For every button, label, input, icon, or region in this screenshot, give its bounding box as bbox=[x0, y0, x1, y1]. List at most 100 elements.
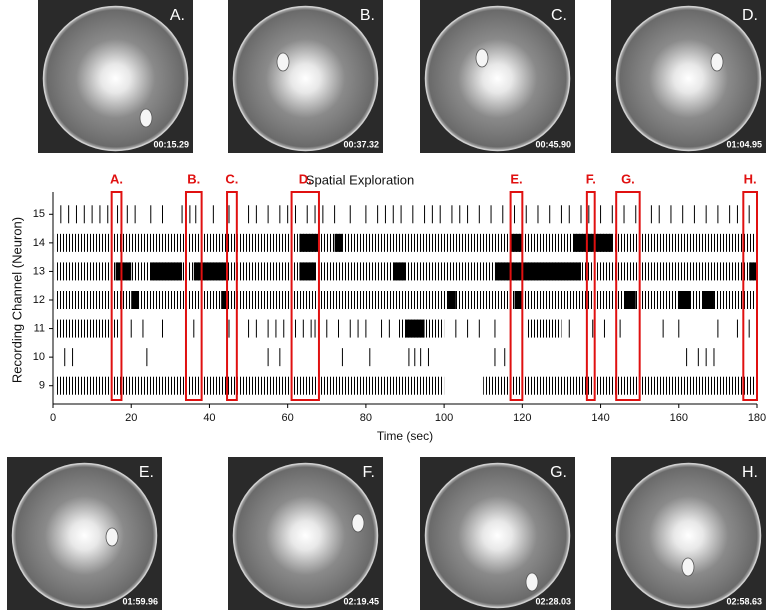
x-tick-label: 140 bbox=[591, 412, 609, 424]
window-label: H. bbox=[744, 171, 757, 186]
x-axis-label: Time (sec) bbox=[377, 429, 433, 443]
burst bbox=[510, 233, 523, 252]
spike-train bbox=[54, 291, 757, 309]
arena bbox=[232, 5, 379, 152]
window-label: D. bbox=[299, 171, 312, 186]
y-tick-label: 10 bbox=[33, 351, 45, 363]
y-tick-label: 13 bbox=[33, 265, 45, 277]
time-window bbox=[110, 191, 123, 401]
frame-timestamp: 02:58.63 bbox=[726, 596, 762, 606]
burst bbox=[573, 233, 613, 252]
y-tick-label: 14 bbox=[33, 237, 45, 249]
mouse bbox=[525, 572, 539, 592]
mouse bbox=[475, 48, 489, 68]
burst bbox=[405, 319, 425, 338]
frame-timestamp: 01:04.95 bbox=[726, 139, 762, 149]
spike-train bbox=[54, 233, 757, 252]
x-tick-label: 0 bbox=[50, 412, 56, 424]
arena bbox=[11, 462, 158, 609]
video-frame: A. 00:15.29 bbox=[38, 0, 193, 153]
time-window bbox=[184, 191, 203, 401]
burst bbox=[678, 291, 691, 309]
burst bbox=[115, 262, 132, 281]
frame-label: F. bbox=[363, 464, 375, 481]
window-label: F. bbox=[586, 171, 596, 186]
time-window bbox=[615, 191, 641, 401]
x-tick-label: 20 bbox=[125, 412, 137, 424]
arena bbox=[615, 462, 762, 609]
arena bbox=[232, 462, 379, 609]
y-tick-label: 11 bbox=[34, 322, 45, 334]
spike-train bbox=[526, 319, 562, 338]
arena bbox=[615, 5, 762, 152]
window-label: A. bbox=[110, 171, 123, 186]
frame-timestamp: 00:45.90 bbox=[535, 139, 571, 149]
mouse bbox=[710, 52, 724, 72]
window-label: E. bbox=[510, 171, 522, 186]
x-tick-label: 40 bbox=[203, 412, 215, 424]
spike-train bbox=[54, 319, 120, 338]
y-tick-label: 12 bbox=[33, 294, 45, 306]
burst bbox=[448, 291, 456, 309]
frame-label: E. bbox=[139, 464, 154, 481]
frame-label: C. bbox=[551, 7, 567, 24]
burst bbox=[514, 291, 523, 309]
video-frame: D. 01:04.95 bbox=[611, 0, 766, 153]
video-frame: B. 00:37.32 bbox=[228, 0, 383, 153]
mouse bbox=[681, 557, 695, 577]
burst bbox=[150, 262, 183, 281]
video-frame: G. 02:28.03 bbox=[420, 457, 575, 610]
burst bbox=[494, 262, 581, 281]
frame-timestamp: 01:59.96 bbox=[122, 596, 158, 606]
burst bbox=[193, 262, 226, 281]
burst bbox=[299, 233, 319, 252]
frame-label: B. bbox=[360, 7, 375, 24]
x-tick-label: 160 bbox=[670, 412, 688, 424]
spike-train bbox=[54, 262, 757, 281]
arena bbox=[424, 462, 571, 609]
spike-train bbox=[54, 376, 445, 395]
window-label: C. bbox=[225, 171, 238, 186]
time-window bbox=[585, 191, 596, 401]
mouse bbox=[351, 513, 365, 533]
frame-label: D. bbox=[742, 7, 758, 24]
x-tick-label: 80 bbox=[360, 412, 372, 424]
burst bbox=[749, 262, 757, 281]
mouse bbox=[105, 527, 119, 547]
burst bbox=[299, 262, 316, 281]
video-frame: C. 00:45.90 bbox=[420, 0, 575, 153]
window-label: G. bbox=[621, 171, 635, 186]
spike-train bbox=[483, 376, 757, 395]
y-tick-label: 15 bbox=[33, 208, 45, 220]
video-frame: F. 02:19.45 bbox=[228, 457, 383, 610]
burst bbox=[624, 291, 636, 309]
time-window bbox=[509, 191, 524, 401]
frame-label: A. bbox=[170, 7, 185, 24]
arena bbox=[42, 5, 189, 152]
arena bbox=[424, 5, 571, 152]
burst bbox=[702, 291, 714, 309]
y-axis-label: Recording Channel (Neuron) bbox=[9, 217, 24, 383]
frame-label: H. bbox=[742, 464, 758, 481]
frame-label: G. bbox=[550, 464, 567, 481]
x-tick-label: 180 bbox=[748, 412, 766, 424]
frame-timestamp: 00:15.29 bbox=[153, 139, 189, 149]
x-tick-label: 100 bbox=[435, 412, 453, 424]
video-frame: H. 02:58.63 bbox=[611, 457, 766, 610]
frame-timestamp: 02:19.45 bbox=[343, 596, 379, 606]
x-tick-label: 60 bbox=[282, 412, 294, 424]
burst bbox=[221, 291, 229, 309]
mouse bbox=[139, 108, 153, 128]
mouse bbox=[276, 52, 290, 72]
time-window bbox=[226, 191, 238, 401]
window-label: B. bbox=[187, 171, 200, 186]
chart-title: Spatial Exploration bbox=[306, 172, 414, 187]
burst bbox=[334, 233, 343, 252]
burst bbox=[131, 291, 140, 309]
frame-timestamp: 00:37.32 bbox=[343, 139, 379, 149]
time-window bbox=[290, 191, 320, 401]
x-tick-label: 120 bbox=[513, 412, 531, 424]
y-tick-label: 9 bbox=[39, 380, 45, 392]
time-window bbox=[742, 191, 758, 401]
